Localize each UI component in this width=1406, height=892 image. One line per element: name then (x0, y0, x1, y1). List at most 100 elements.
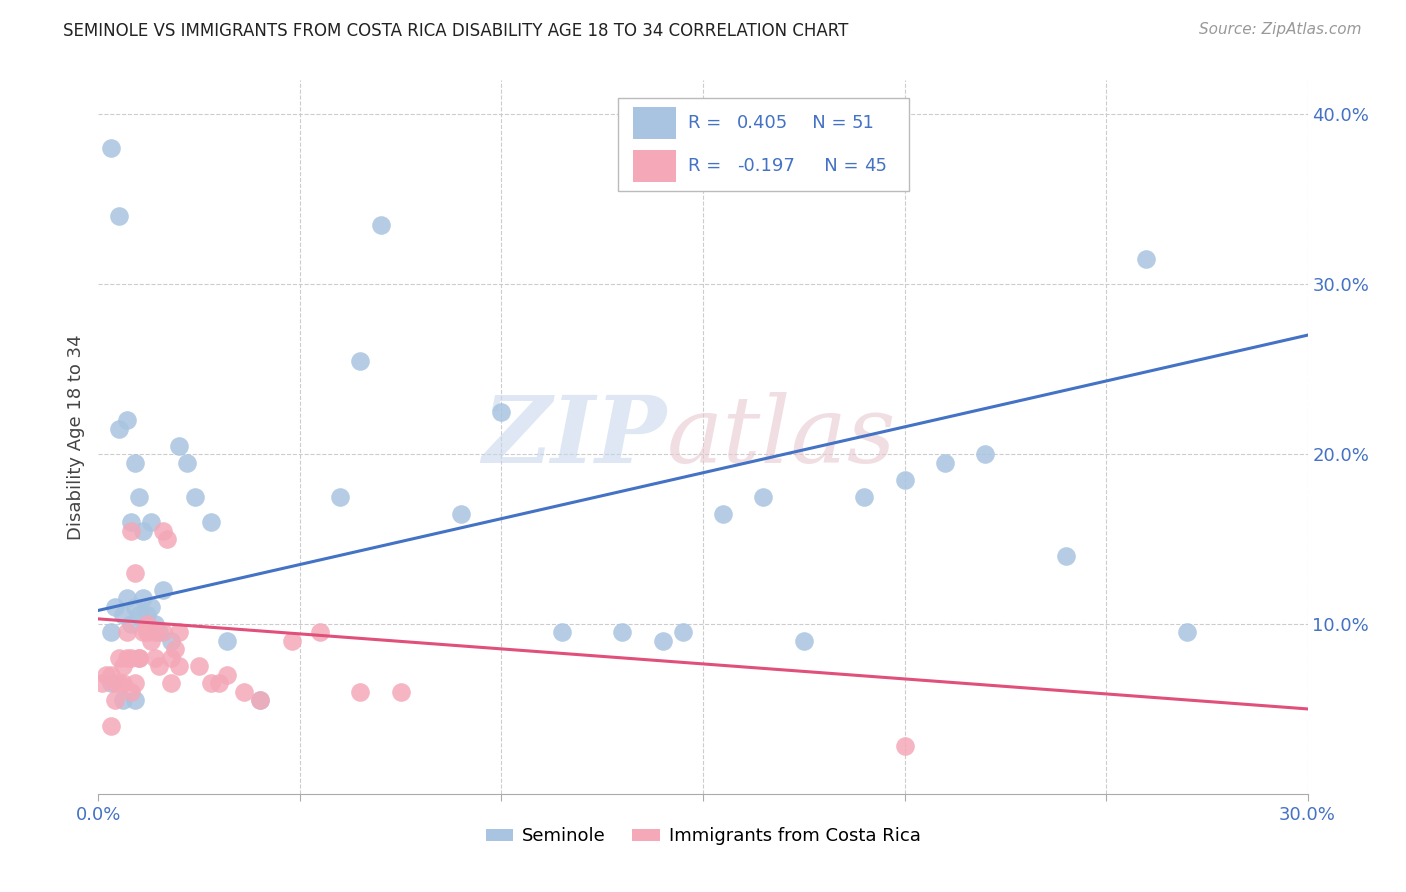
Point (167, 659, 190, 673)
Point (139, 515, 162, 529)
Point (100, 676, 122, 690)
Text: SEMINOLE VS IMMIGRANTS FROM COSTA RICA DISABILITY AGE 18 TO 34 CORRELATION CHART: SEMINOLE VS IMMIGRANTS FROM COSTA RICA D… (63, 22, 849, 40)
Point (107, 209, 129, 223)
Bar (633, 107, 676, 139)
Point (651, 634, 673, 648)
Point (551, 625, 574, 640)
Point (128, 490, 150, 504)
Point (491, 404, 513, 418)
Point (217, 634, 239, 648)
Point (612, 625, 634, 640)
Point (974, 447, 997, 461)
Point (200, 515, 222, 529)
Point (148, 659, 170, 673)
Point (160, 651, 183, 665)
Point (143, 625, 166, 640)
Point (752, 490, 775, 504)
Point (124, 599, 146, 614)
Point (135, 625, 157, 640)
Point (370, 218, 392, 232)
Point (893, 473, 915, 487)
Text: 45: 45 (863, 157, 887, 175)
Point (115, 625, 138, 640)
Point (128, 651, 150, 665)
Text: Source: ZipAtlas.com: Source: ZipAtlas.com (1198, 22, 1361, 37)
Text: R =: R = (689, 157, 727, 175)
Point (115, 651, 138, 665)
Point (120, 651, 142, 665)
Point (217, 668, 239, 682)
Point (100, 625, 122, 640)
Point (124, 566, 146, 580)
Point (111, 659, 134, 673)
Text: ZIP: ZIP (482, 392, 666, 482)
Point (107, 651, 129, 665)
Point (115, 413, 138, 427)
Point (152, 625, 174, 640)
Point (329, 490, 352, 504)
Point (124, 676, 146, 690)
Point (176, 456, 198, 470)
Text: atlas: atlas (666, 392, 896, 482)
Point (107, 676, 129, 690)
Point (120, 515, 142, 529)
Point (200, 676, 222, 690)
Point (135, 617, 157, 632)
Point (103, 676, 125, 690)
Point (249, 693, 271, 707)
Point (148, 625, 170, 640)
Text: N =: N = (794, 114, 852, 132)
Point (120, 685, 142, 699)
Y-axis label: Disability Age 18 to 34: Disability Age 18 to 34 (66, 334, 84, 540)
Point (853, 490, 876, 504)
Point (160, 634, 183, 648)
Point (103, 693, 125, 707)
Point (124, 456, 146, 470)
Text: 51: 51 (852, 114, 875, 132)
Point (111, 608, 134, 623)
Point (793, 634, 815, 648)
Point (152, 582, 174, 597)
Point (389, 685, 412, 699)
Point (711, 507, 734, 521)
Point (349, 353, 371, 368)
Point (100, 141, 122, 155)
Point (1054, 549, 1077, 563)
Point (232, 685, 254, 699)
Point (167, 625, 190, 640)
Point (143, 617, 166, 632)
Point (128, 608, 150, 623)
Point (132, 524, 155, 538)
Point (143, 651, 166, 665)
Point (100, 668, 122, 682)
Text: 0.405: 0.405 (737, 114, 789, 132)
Text: N =: N = (807, 157, 865, 175)
Point (934, 456, 956, 470)
Point (188, 659, 211, 673)
Point (111, 676, 134, 690)
Point (100, 719, 122, 733)
Point (124, 693, 146, 707)
Point (893, 739, 915, 754)
Point (115, 591, 138, 606)
Text: -0.197: -0.197 (737, 157, 794, 175)
FancyBboxPatch shape (619, 98, 908, 191)
Point (120, 524, 142, 538)
Point (132, 591, 155, 606)
Point (249, 693, 271, 707)
Point (167, 439, 190, 453)
Point (672, 625, 695, 640)
Point (128, 651, 150, 665)
Point (139, 634, 162, 648)
Legend: Seminole, Immigrants from Costa Rica: Seminole, Immigrants from Costa Rica (478, 821, 928, 853)
Point (349, 685, 371, 699)
Point (120, 617, 142, 632)
Point (1135, 252, 1157, 266)
Point (309, 625, 332, 640)
Point (281, 634, 304, 648)
Point (135, 608, 157, 623)
Point (111, 693, 134, 707)
Point (184, 490, 207, 504)
Point (103, 599, 125, 614)
Point (91, 676, 114, 690)
